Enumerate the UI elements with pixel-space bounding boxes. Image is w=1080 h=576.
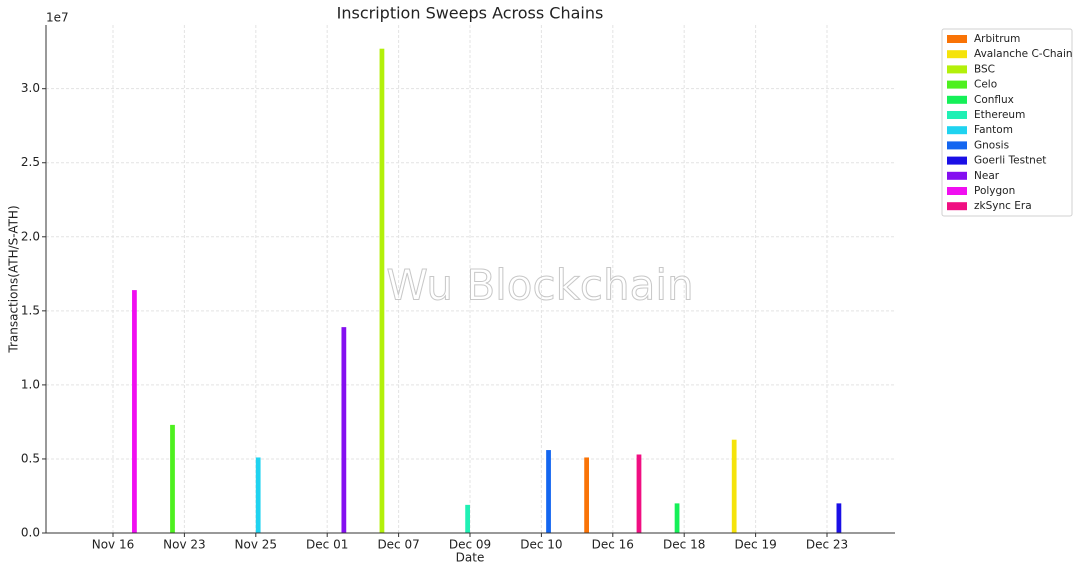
- x-tick-label: Nov 23: [163, 538, 206, 552]
- y-tick-label: 1.0: [21, 377, 40, 391]
- watermark: Wu Blockchain: [386, 261, 693, 310]
- y-tick-label: 0.5: [21, 451, 40, 465]
- legend-swatch: [947, 35, 967, 43]
- y-tick-label: 0.0: [21, 526, 40, 540]
- legend-label: Goerli Testnet: [974, 155, 1046, 167]
- legend-swatch: [947, 65, 967, 74]
- legend-swatch: [947, 126, 967, 135]
- x-tick-label: Nov 16: [92, 538, 135, 552]
- bar: [731, 439, 737, 533]
- chart-title: Inscription Sweeps Across Chains: [337, 4, 604, 23]
- x-tick-label: Dec 19: [734, 538, 776, 552]
- bar: [341, 327, 347, 533]
- legend-swatch: [947, 95, 967, 104]
- y-tick-label: 3.0: [21, 81, 40, 95]
- bar: [674, 503, 680, 533]
- legend-label: Ethereum: [974, 109, 1025, 121]
- x-axis-label: Date: [456, 551, 485, 565]
- bar: [132, 290, 137, 533]
- bar: [584, 457, 589, 533]
- x-tick-label: Dec 23: [806, 538, 848, 552]
- legend-label: Arbitrum: [974, 33, 1020, 45]
- x-tick-label: Dec 10: [520, 538, 562, 552]
- legend-swatch: [947, 156, 967, 165]
- legend-label: Polygon: [974, 185, 1015, 197]
- y-tick-label: 2.5: [21, 155, 40, 169]
- x-tick-label: Dec 07: [377, 538, 419, 552]
- legend-label: Gnosis: [974, 139, 1009, 151]
- y-tick-label: 1.5: [21, 303, 40, 317]
- x-tick-label: Dec 16: [592, 538, 634, 552]
- legend-swatch: [947, 111, 967, 119]
- x-tick-label: Dec 18: [663, 538, 705, 552]
- legend-label: zkSync Era: [974, 200, 1032, 212]
- bars: [132, 48, 842, 534]
- x-tick-label: Dec 01: [306, 538, 348, 552]
- bar: [170, 424, 175, 533]
- legend-label: BSC: [974, 63, 995, 75]
- legend-swatch: [947, 202, 967, 211]
- y-tick-label: 2.0: [21, 229, 40, 243]
- bar: [255, 457, 261, 533]
- legend: [941, 28, 1073, 217]
- legend-swatch: [947, 80, 967, 89]
- legend-label: Conflux: [974, 94, 1014, 106]
- legend-swatch: [947, 171, 967, 180]
- legend-swatch: [947, 141, 967, 150]
- legend-swatch: [947, 187, 967, 195]
- x-tick-label: Dec 09: [449, 538, 491, 552]
- y-axis-label: Transactions(ATH/S-ATH): [7, 205, 21, 353]
- bar: [546, 450, 551, 533]
- bar: [636, 454, 642, 533]
- legend-swatch: [947, 50, 967, 59]
- bar: [379, 48, 385, 534]
- legend-label: Celo: [974, 79, 997, 91]
- bar: [836, 503, 842, 533]
- legend-label: Avalanche C-Chain: [974, 48, 1073, 60]
- legend-label: Near: [974, 170, 1000, 182]
- bar: [465, 504, 470, 533]
- legend-label: Fantom: [974, 124, 1013, 136]
- x-tick-label: Nov 25: [235, 538, 278, 552]
- y-offset-label: 1e7: [46, 11, 69, 25]
